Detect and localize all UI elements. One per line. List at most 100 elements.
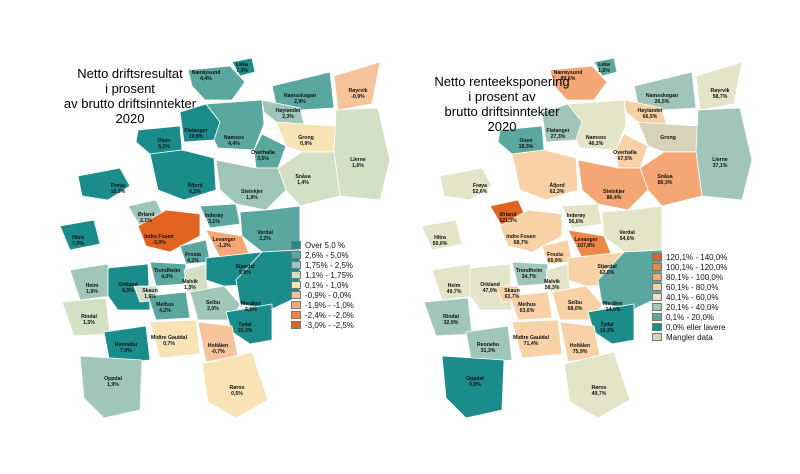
municipality-value: 0,5% [231, 391, 243, 397]
municipality-name: Snåsa [295, 173, 310, 180]
municipality-value: 7,3% [236, 68, 248, 74]
municipality-name: Snåsa [657, 173, 672, 180]
municipality-name: Osen [158, 138, 171, 144]
municipality-name: Verdal [257, 230, 273, 236]
legend-item: 1,1% - 1,75% [291, 270, 354, 280]
legend-item: Over 5,0 % [291, 240, 354, 250]
map-right-title-line: 2020 [487, 119, 517, 134]
municipality-name: Høylandet [637, 108, 662, 114]
municipality-value: 5,8% [239, 270, 251, 276]
municipality-value: 19,8% [189, 134, 204, 140]
map-left-title: Netto driftsresultat i prosent av brutto… [35, 66, 225, 126]
region-hitra [421, 219, 463, 251]
region-namsskogan [271, 71, 335, 111]
municipality-value: 1,6% [144, 294, 156, 300]
map-right-title: Netto renteeksponering i prosent av brut… [407, 74, 597, 134]
municipality-value: 2,3% [282, 114, 294, 120]
municipality-value: 121,3% [499, 218, 517, 224]
municipality-name: Rindal [81, 314, 97, 320]
municipality-value: 18,3% [519, 144, 534, 150]
map-left-regions [59, 57, 391, 419]
municipality-value: 7,0% [120, 348, 132, 354]
municipality-name: Heim [448, 283, 461, 289]
municipality-name: Selbu [568, 300, 582, 306]
municipality-value: 7,0% [72, 241, 84, 247]
map-right-title-line: brutto driftsinntekter [444, 104, 560, 119]
municipality-value: 5,1% [158, 144, 170, 150]
municipality-name: Leka [236, 62, 248, 68]
legend-label: 40,1% - 60,0% [666, 292, 719, 302]
region-leka [231, 57, 256, 77]
region-indre-fosen [137, 209, 201, 253]
legend-swatch [291, 291, 301, 299]
municipality-value: 3,2% [259, 236, 271, 242]
municipality-name: Midtre Gauldal [513, 335, 550, 341]
municipality-value: 4,2% [187, 258, 199, 264]
municipality-name: Levanger [574, 237, 597, 243]
legend-swatch [291, 311, 301, 319]
legend-label: 100,1% - 120,0% [666, 262, 728, 272]
municipality-value: 49,7% [447, 289, 462, 295]
region-frøya [439, 167, 493, 201]
region-namsos [567, 99, 627, 151]
municipality-value: 1,9% [86, 289, 98, 295]
municipality-name: Ørland [500, 212, 517, 218]
municipality-name: Midtre Gauldal [151, 335, 188, 341]
map-right-title-line: Netto renteeksponering [434, 74, 570, 89]
legend-item: 20,1% - 40,0% [652, 302, 727, 312]
legend-item: 0,1% - 1,0% [291, 280, 354, 290]
legend-label: -3,0% - -2,5% [305, 320, 354, 330]
region-rennebu [103, 325, 151, 365]
region-overhalla [253, 133, 287, 169]
municipality-name: Holtålen [570, 342, 590, 349]
region-nærøysund [187, 65, 246, 101]
municipality-value: 0,9% [300, 141, 312, 147]
municipality-value: 46,2% [589, 141, 604, 147]
region-holtålen [559, 321, 601, 363]
municipality-name: Oppdal [466, 376, 484, 382]
municipality-name: Namsskogan [646, 93, 678, 99]
municipality-value: 10,9% [111, 189, 126, 195]
municipality-name: Frøya [473, 183, 487, 189]
legend-swatch [291, 281, 301, 289]
map-right-regions [421, 57, 753, 419]
municipality-value: 67,5% [618, 156, 633, 162]
municipality-value: 0,7% [163, 341, 175, 347]
municipality-name: Ørland [138, 212, 155, 218]
municipality-name: Namsskogan [284, 93, 316, 99]
map-left-title-line: 2020 [115, 111, 145, 126]
legend-label: Over 5,0 % [305, 240, 346, 250]
legend-label: -0,9% - 0,0% [305, 290, 352, 300]
municipality-name: Røros [230, 385, 245, 391]
municipality-name: Rennebu [477, 342, 499, 348]
municipality-name: Hitra [72, 235, 84, 241]
municipality-name: Melhus [518, 302, 536, 308]
legend-item: 40,1% - 60,0% [652, 292, 727, 302]
legend-label: 0,0% eller lavere [666, 322, 726, 332]
municipality-value: 56,6% [569, 219, 584, 225]
municipality-value: 14,0% [606, 307, 621, 313]
municipality-name: Åfjord [549, 182, 564, 189]
legend-item: 120,1% - 140,0% [652, 252, 727, 262]
municipality-value: 6,1% [189, 189, 201, 195]
legend-left: Over 5,0 % 2,6% - 5,0% 1,75% - 2,5% 1,1% - … [291, 240, 354, 330]
municipality-value: 3,5% [257, 156, 269, 162]
legend-swatch [291, 261, 301, 269]
municipality-value: 86,4% [607, 195, 622, 201]
map-left-title-line: Netto driftsresultat [77, 66, 183, 81]
legend-label: 0,1% - 1,0% [305, 280, 349, 290]
municipality-name: Trondheim [516, 268, 543, 274]
municipality-name: Oppdal [104, 376, 122, 382]
municipality-name: Stjørdal [597, 264, 617, 270]
municipality-value: 34,7% [522, 274, 537, 280]
legend-swatch [291, 321, 301, 329]
municipality-name: Meråker [603, 300, 623, 307]
municipality-name: Rindal [443, 314, 459, 320]
municipality-value: 63,7% [505, 294, 520, 300]
region-åfjord [149, 149, 217, 201]
legend-swatch [291, 301, 301, 309]
municipality-value: 1,4% [297, 180, 309, 186]
region-leka [593, 57, 618, 77]
municipality-name: Indre Fosen [506, 234, 535, 240]
